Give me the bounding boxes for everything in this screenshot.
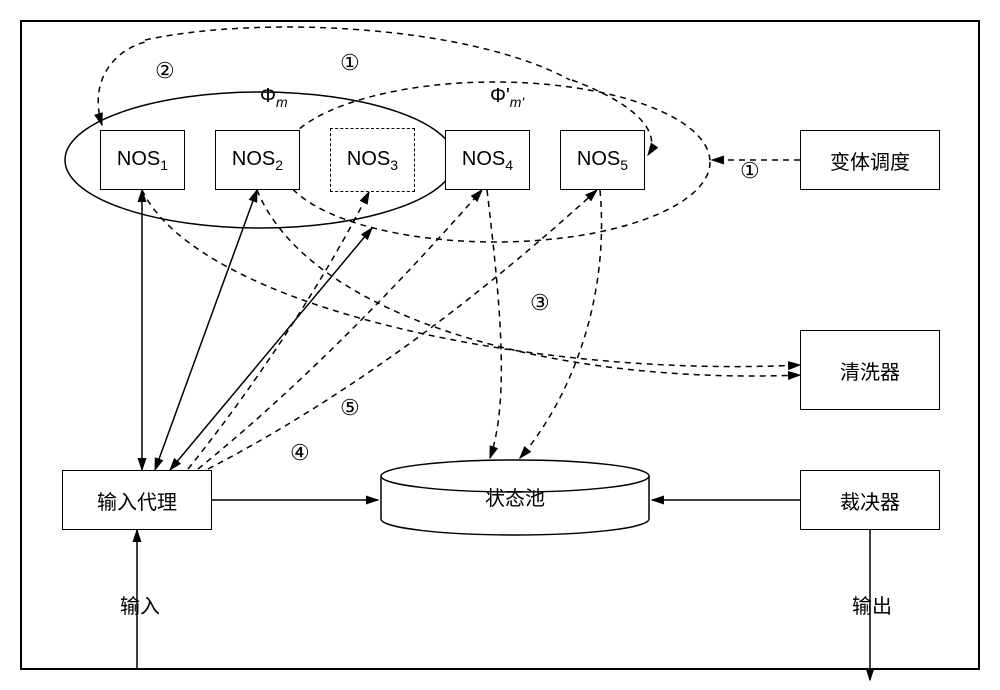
node-input_proxy: 输入代理 (62, 470, 212, 530)
node-nos5: NOS5 (560, 130, 645, 190)
node-label-scheduler: 变体调度 (830, 146, 910, 175)
node-label-cleaner: 清洗器 (840, 356, 900, 385)
node-scheduler: 变体调度 (800, 130, 940, 190)
node-state-pool: 状态池 (380, 460, 650, 535)
group-label-phi_mp: Φ'm' (490, 85, 524, 110)
node-label-input_proxy: 输入代理 (97, 486, 177, 515)
io-label-input: 输入 (120, 590, 160, 619)
io-label-output: 输出 (852, 590, 892, 619)
group-label-phi_m: Φm (260, 85, 288, 110)
step-label-s4: ④ (290, 440, 310, 466)
node-nos2: NOS2 (215, 130, 300, 190)
node-nos4: NOS4 (445, 130, 530, 190)
step-label-s5: ⑤ (340, 395, 360, 421)
state-pool-label: 状态池 (380, 482, 650, 511)
node-cleaner: 清洗器 (800, 330, 940, 410)
node-label-nos4: NOS4 (462, 148, 513, 173)
step-label-s3: ③ (530, 290, 550, 316)
step-label-s1a: ① (340, 50, 360, 76)
step-label-s1b: ① (740, 158, 760, 184)
node-label-nos3: NOS3 (347, 148, 398, 173)
node-arbiter: 裁决器 (800, 470, 940, 530)
step-label-s2: ② (155, 58, 175, 84)
node-nos3: NOS3 (330, 128, 415, 192)
node-label-nos2: NOS2 (232, 148, 283, 173)
node-label-nos1: NOS1 (117, 148, 168, 173)
node-nos1: NOS1 (100, 130, 185, 190)
node-label-arbiter: 裁决器 (840, 486, 900, 515)
node-label-nos5: NOS5 (577, 148, 628, 173)
